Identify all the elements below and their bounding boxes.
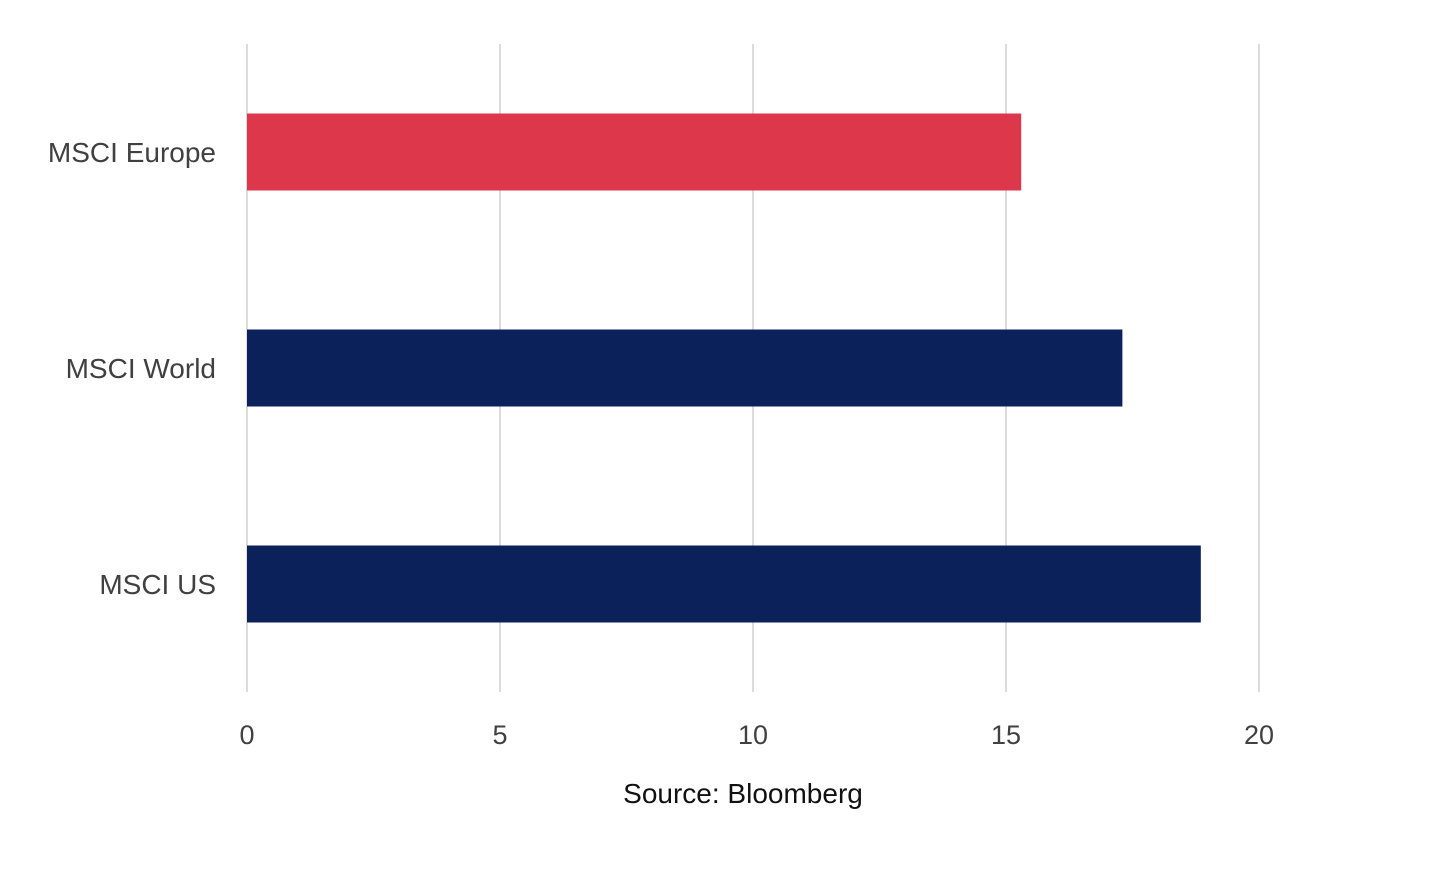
bar-msci-europe [247,113,1022,191]
category-label-msci-europe: MSCI Europe [48,137,216,168]
category-label-msci-world: MSCI World [66,353,216,384]
bars [247,113,1201,623]
source-note: Source: Bloomberg [623,778,863,809]
category-label-msci-us: MSCI US [99,569,216,600]
bar-msci-world [247,329,1123,407]
x-tick-labels: 0 5 10 15 20 [239,720,1274,750]
x-tick-label-4: 20 [1244,720,1274,750]
x-tick-label-0: 0 [239,720,254,750]
category-labels: MSCI Europe MSCI World MSCI US [48,137,216,600]
x-tick-label-1: 5 [492,720,507,750]
x-tick-label-2: 10 [738,720,768,750]
x-tick-label-3: 15 [991,720,1021,750]
bar-msci-us [247,545,1201,623]
